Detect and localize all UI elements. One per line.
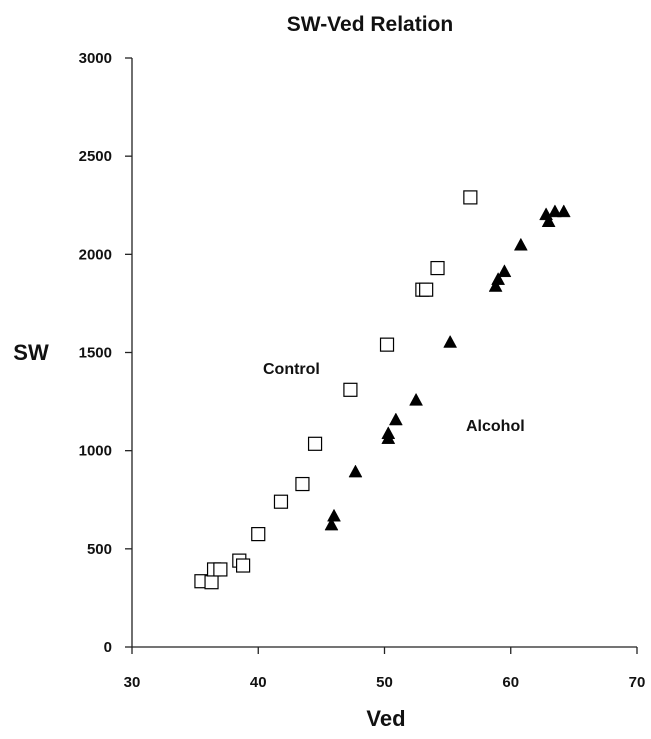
y-tick-label: 0 bbox=[104, 639, 112, 656]
x-tick-label: 40 bbox=[250, 674, 267, 691]
data-point-control bbox=[343, 382, 358, 397]
legend-label-control: Control bbox=[263, 361, 320, 378]
axes: 0 500 1000 1500 2000 2500 3000 30 40 50 60 70 bbox=[79, 50, 646, 691]
data-point-control bbox=[295, 476, 310, 492]
data-point-control bbox=[307, 436, 323, 451]
x-axis-label: Ved bbox=[366, 706, 405, 731]
series-control bbox=[194, 190, 478, 590]
y-tick-label: 3000 bbox=[79, 50, 112, 67]
y-tick-label: 2000 bbox=[79, 246, 112, 263]
y-tick-label: 1500 bbox=[79, 345, 112, 362]
x-tick-label: 60 bbox=[502, 674, 519, 691]
data-point-alcohol bbox=[348, 464, 363, 478]
data-point-alcohol bbox=[327, 508, 341, 522]
data-point-control bbox=[379, 337, 395, 352]
data-point-alcohol bbox=[548, 204, 562, 218]
data-point-control bbox=[251, 527, 266, 542]
data-point-control bbox=[463, 190, 478, 205]
data-point-control bbox=[273, 494, 289, 509]
y-tick-label: 1000 bbox=[79, 443, 112, 460]
y-tick-label: 2500 bbox=[79, 148, 112, 165]
x-tick-label: 50 bbox=[376, 674, 393, 691]
y-axis-label: SW bbox=[13, 340, 49, 365]
data-point-alcohol bbox=[388, 412, 403, 426]
data-point-alcohol bbox=[541, 214, 556, 227]
series-alcohol bbox=[324, 204, 571, 531]
x-tick-label: 30 bbox=[124, 674, 141, 691]
data-point-alcohol bbox=[556, 204, 571, 218]
data-point-control bbox=[430, 260, 445, 276]
data-point-control bbox=[236, 558, 251, 573]
chart-title: SW-Ved Relation bbox=[287, 13, 453, 36]
data-point-alcohol bbox=[497, 264, 512, 278]
legend-label-alcohol: Alcohol bbox=[466, 418, 525, 435]
data-point-alcohol bbox=[443, 334, 458, 348]
data-point-alcohol bbox=[324, 517, 339, 531]
data-point-alcohol bbox=[491, 272, 506, 285]
data-point-alcohol bbox=[513, 237, 528, 251]
data-point-alcohol bbox=[488, 279, 503, 292]
x-tick-label: 70 bbox=[629, 674, 646, 691]
data-point-alcohol bbox=[409, 392, 423, 406]
data-point-alcohol bbox=[381, 426, 396, 440]
data-points bbox=[194, 190, 571, 590]
data-point-control bbox=[204, 575, 219, 590]
y-tick-label: 500 bbox=[87, 541, 112, 558]
data-point-control bbox=[213, 562, 228, 577]
data-point-control bbox=[419, 282, 434, 297]
